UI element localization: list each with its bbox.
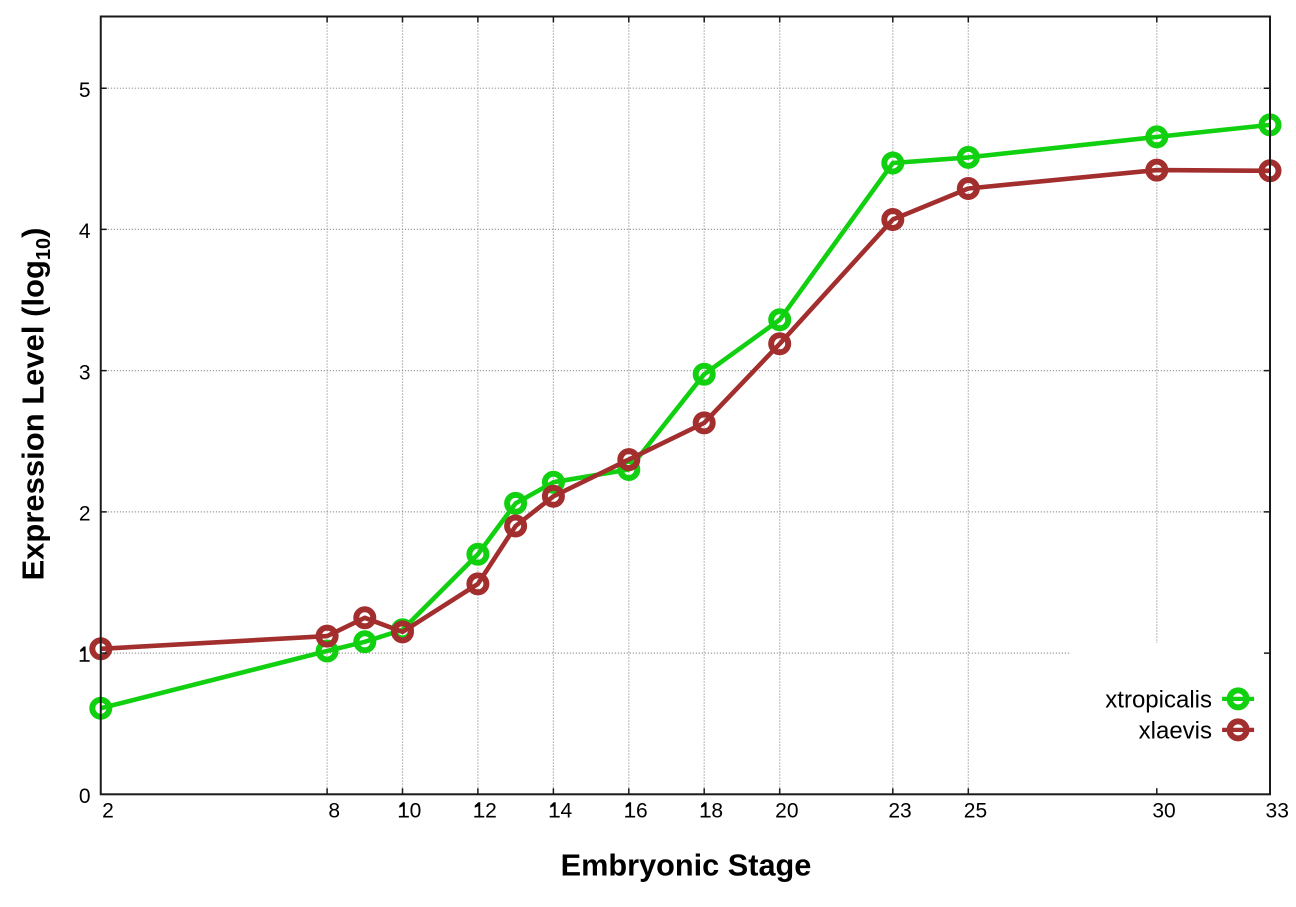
svg-text:Expression Level (log10): Expression Level (log10)	[16, 227, 56, 580]
svg-text:2: 2	[102, 800, 114, 823]
svg-text:3: 3	[1152, 800, 1164, 823]
svg-text:0: 0	[787, 800, 799, 823]
svg-text:2: 2	[79, 503, 91, 526]
svg-text:0: 0	[1164, 800, 1176, 823]
svg-text:8: 8	[711, 800, 723, 823]
svg-text:2: 2	[485, 800, 497, 823]
svg-text:xtropicalis: xtropicalis	[1105, 687, 1212, 714]
svg-text:3: 3	[79, 361, 91, 384]
svg-text:3: 3	[1277, 800, 1289, 823]
svg-text:2: 2	[964, 800, 976, 823]
svg-text:Embryonic Stage: Embryonic Stage	[561, 848, 812, 883]
svg-text:0: 0	[410, 800, 422, 823]
svg-text:xlaevis: xlaevis	[1139, 718, 1212, 745]
svg-text:3: 3	[1266, 800, 1278, 823]
svg-text:5: 5	[975, 800, 987, 823]
svg-text:4: 4	[561, 800, 573, 823]
svg-text:2: 2	[775, 800, 787, 823]
svg-text:0: 0	[79, 785, 91, 808]
svg-text:2: 2	[888, 800, 900, 823]
svg-text:8: 8	[328, 800, 340, 823]
svg-text:6: 6	[636, 800, 648, 823]
svg-text:4: 4	[79, 220, 91, 243]
svg-text:3: 3	[900, 800, 912, 823]
svg-text:5: 5	[79, 79, 91, 102]
